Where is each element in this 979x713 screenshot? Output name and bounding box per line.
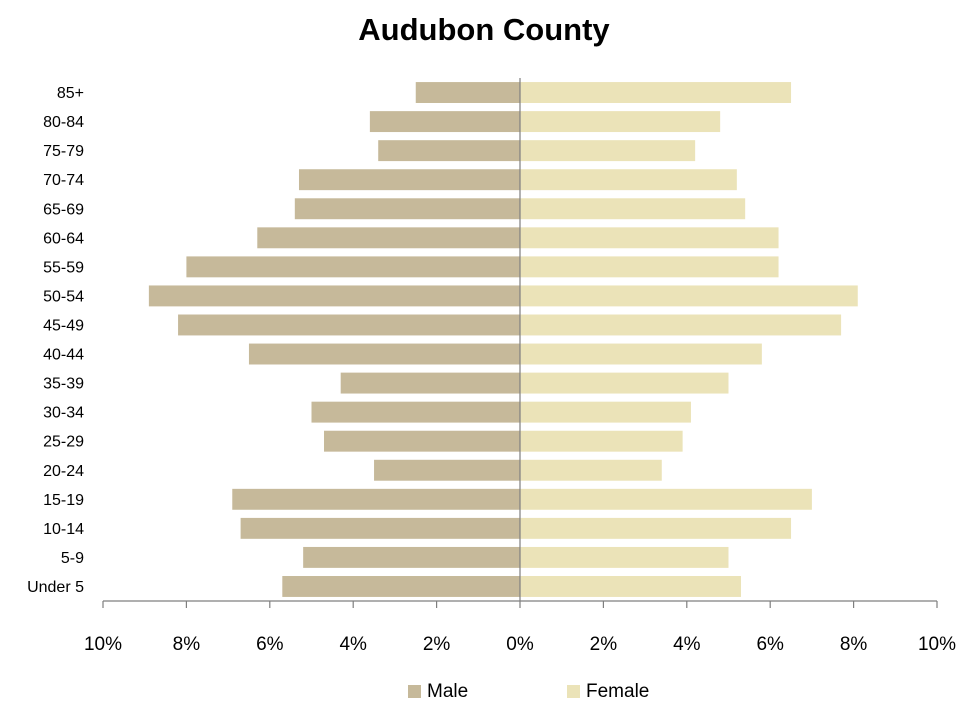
category-label: 80-84 (43, 114, 84, 131)
bar-male-20-24 (374, 459, 520, 481)
legend: Male Female (408, 681, 649, 702)
axis-layer: Under 5 5-9 10-14 15-19 20-24 25-29 30-34 35-39… (27, 78, 956, 655)
legend-label-female: Female (586, 681, 649, 702)
legend-label-male: Male (427, 681, 468, 702)
category-label: 25-29 (43, 434, 84, 451)
bar-male-80-84 (369, 111, 520, 133)
category-label: 85+ (57, 85, 84, 102)
bar-female-65-69 (520, 198, 746, 220)
category-label: 30-34 (43, 405, 84, 422)
bar-female-30-34 (520, 401, 691, 423)
category-label: Under 5 (27, 579, 84, 596)
bar-male-25-29 (324, 430, 520, 452)
bar-female-under-5 (520, 576, 742, 597)
bar-male-30-34 (311, 401, 520, 423)
category-label: 15-19 (43, 492, 84, 509)
category-label: 35-39 (43, 376, 84, 393)
category-label: 40-44 (43, 347, 84, 364)
bar-female-75-79 (520, 140, 696, 162)
bar-male-15-19 (232, 488, 520, 510)
bars-layer (148, 82, 858, 597)
x-tick-label: 8% (840, 634, 868, 655)
x-tick-label: 6% (756, 634, 784, 655)
bar-male-70-74 (298, 169, 520, 191)
bar-male-5-9 (303, 546, 520, 568)
bar-female-35-39 (520, 372, 729, 394)
bar-female-70-74 (520, 169, 737, 191)
category-label: 75-79 (43, 143, 84, 160)
x-tick-label: 10% (84, 634, 122, 655)
bar-male-55-59 (186, 256, 520, 278)
bar-female-25-29 (520, 430, 683, 452)
legend-swatch-female (567, 685, 580, 698)
category-label: 65-69 (43, 201, 84, 218)
x-tick-label: 4% (339, 634, 367, 655)
bar-male-85+ (415, 82, 520, 103)
bar-male-75-79 (378, 140, 520, 162)
category-label: 60-64 (43, 230, 84, 247)
category-label: 10-14 (43, 521, 84, 538)
category-label: 5-9 (61, 550, 84, 567)
chart-title: Audubon County (358, 12, 610, 47)
x-tick-label: 0% (506, 634, 534, 655)
bar-female-10-14 (520, 517, 792, 539)
legend-swatch-male (408, 685, 421, 698)
category-label: 45-49 (43, 317, 84, 334)
bar-female-80-84 (520, 111, 721, 133)
bar-male-35-39 (340, 372, 520, 394)
bar-female-15-19 (520, 488, 812, 510)
bar-female-45-49 (520, 314, 842, 336)
x-tick-label: 6% (256, 634, 284, 655)
bar-female-55-59 (520, 256, 779, 278)
bar-female-60-64 (520, 227, 779, 249)
x-tick-label: 4% (673, 634, 701, 655)
x-tick-label: 2% (423, 634, 451, 655)
bar-female-85+ (520, 82, 792, 103)
bar-male-45-49 (178, 314, 520, 336)
bar-male-under-5 (282, 576, 520, 597)
bar-male-65-69 (294, 198, 520, 220)
category-label: 20-24 (43, 463, 84, 480)
bar-male-60-64 (257, 227, 520, 249)
category-label: 70-74 (43, 172, 84, 189)
x-tick-label: 8% (173, 634, 201, 655)
bar-female-50-54 (520, 285, 858, 307)
x-tick-label: 2% (590, 634, 618, 655)
bar-male-40-44 (248, 343, 520, 365)
bar-female-20-24 (520, 459, 662, 481)
x-tick-label: 10% (918, 634, 956, 655)
bar-male-50-54 (148, 285, 520, 307)
bar-female-5-9 (520, 546, 729, 568)
category-label: 50-54 (43, 288, 84, 305)
bar-female-40-44 (520, 343, 762, 365)
bar-male-10-14 (240, 517, 521, 539)
category-label: 55-59 (43, 259, 84, 276)
